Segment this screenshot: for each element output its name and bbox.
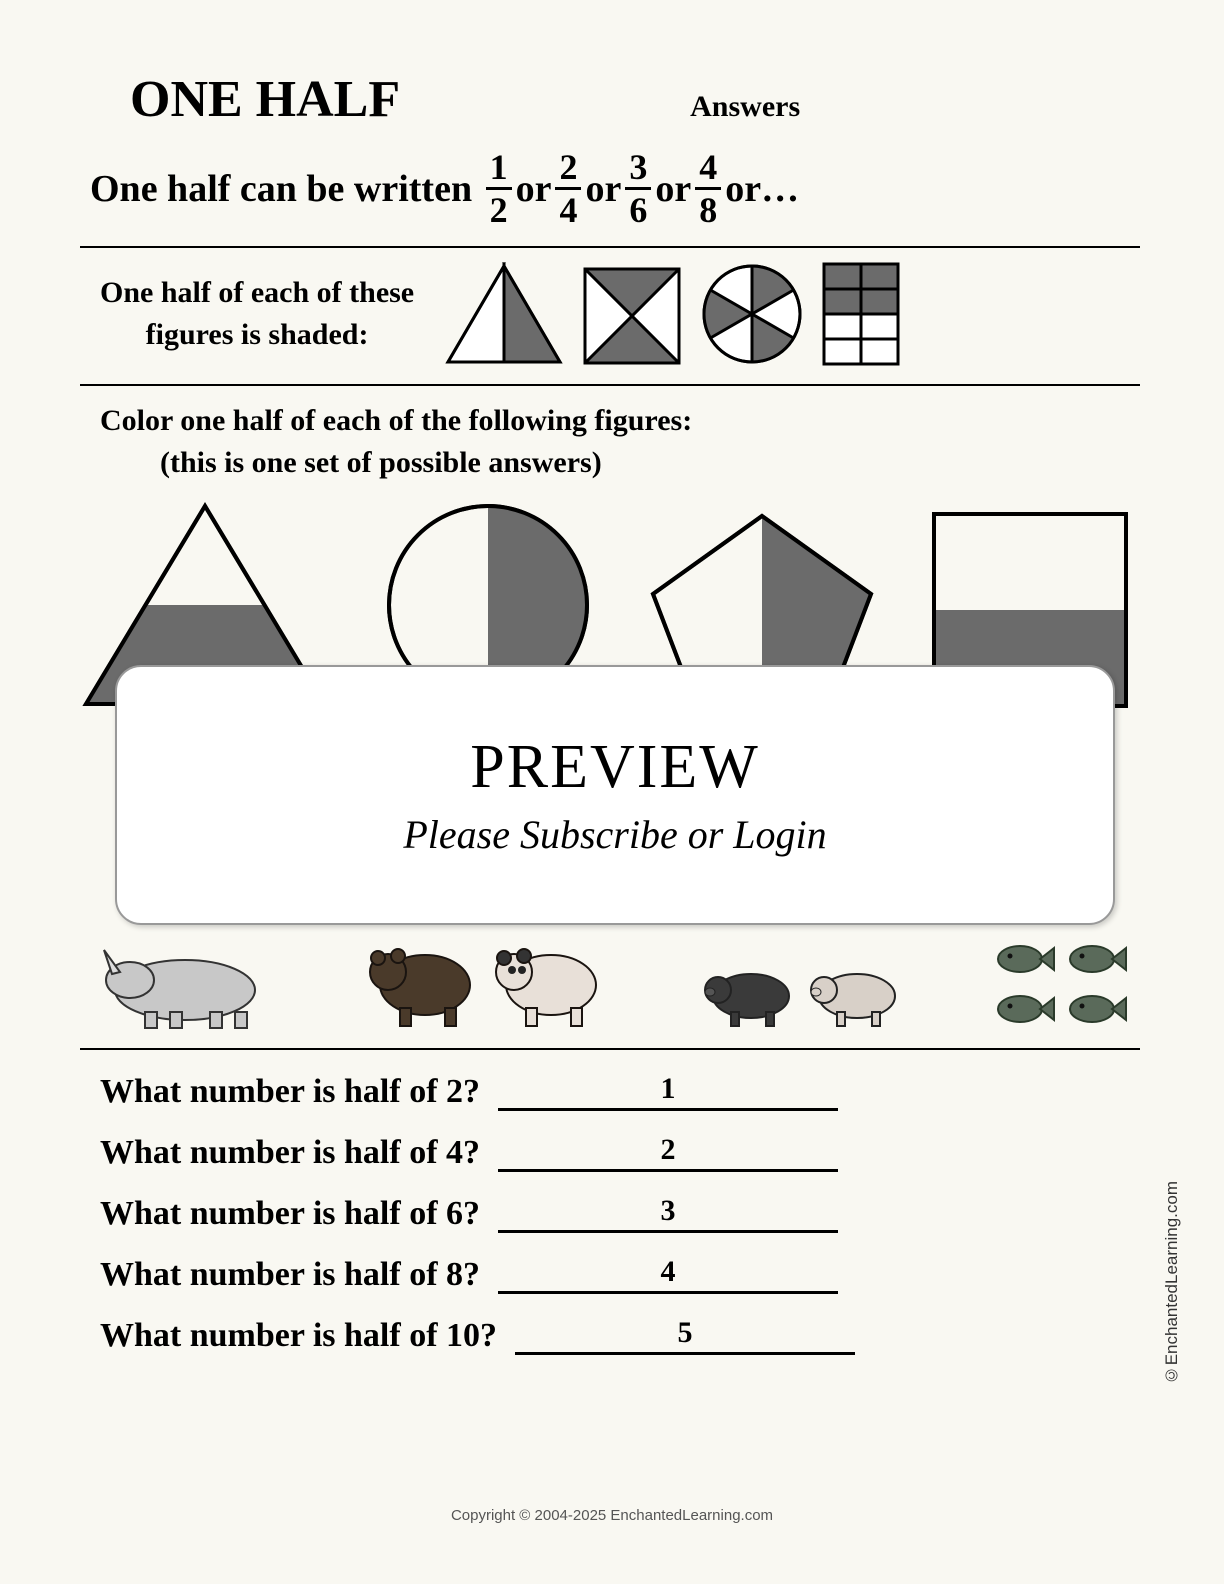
- question-text: What number is half of 10?: [100, 1317, 497, 1355]
- answer-blank: 5: [515, 1316, 855, 1355]
- or-word: or: [585, 167, 621, 211]
- question-text: What number is half of 2?: [100, 1073, 480, 1111]
- square-x-half-shaded-icon: [582, 266, 682, 366]
- rhino-icon: [90, 930, 270, 1030]
- divider: [80, 246, 1140, 248]
- intro-line: One half can be written 12 or 24 or 36 o…: [90, 149, 1140, 228]
- overlay-subtitle: Please Subscribe or Login: [403, 811, 826, 858]
- question-row: What number is half of 8? 4: [100, 1255, 1140, 1294]
- section2-text: One half of each of these figures is sha…: [100, 272, 414, 356]
- question-row: What number is half of 6? 3: [100, 1194, 1140, 1233]
- divider: [80, 384, 1140, 386]
- triangle-half-shaded-icon: [444, 262, 564, 366]
- divider: [80, 1048, 1140, 1050]
- bear-light-icon: [486, 930, 606, 1030]
- copyright-text: Copyright © 2004-2025 EnchantedLearning.…: [0, 1507, 1224, 1524]
- fish-icon: [1064, 938, 1130, 980]
- fraction-1-2: 12: [486, 149, 512, 228]
- fish-icon: [992, 938, 1058, 980]
- intro-suffix: or…: [725, 167, 799, 211]
- question-text: What number is half of 8?: [100, 1256, 480, 1294]
- pig-light-icon: [802, 956, 902, 1030]
- fish-icon: [1064, 988, 1130, 1030]
- answer-blank: 4: [498, 1255, 838, 1294]
- or-word: or: [516, 167, 552, 211]
- pig-dark-icon: [696, 956, 796, 1030]
- page-title: ONE HALF: [130, 70, 400, 129]
- answer-blank: 1: [498, 1072, 838, 1111]
- answer-blank: 2: [498, 1133, 838, 1172]
- section3-text: Color one half of each of the following …: [100, 400, 1140, 484]
- or-word: or: [655, 167, 691, 211]
- fraction-4-8: 48: [695, 149, 721, 228]
- question-row: What number is half of 10? 5: [100, 1316, 1140, 1355]
- fraction-3-6: 36: [625, 149, 651, 228]
- question-row: What number is half of 4? 2: [100, 1133, 1140, 1172]
- grid-half-shaded-icon: [822, 262, 900, 366]
- fish-icon: [992, 988, 1058, 1030]
- intro-prefix: One half can be written: [90, 167, 472, 211]
- bear-dark-icon: [360, 930, 480, 1030]
- answer-blank: 3: [498, 1194, 838, 1233]
- question-text: What number is half of 6?: [100, 1195, 480, 1233]
- side-credit: ©EnchantedLearning.com: [1162, 1181, 1182, 1384]
- fraction-2-4: 24: [555, 149, 581, 228]
- question-text: What number is half of 4?: [100, 1134, 480, 1172]
- question-row: What number is half of 2? 1: [100, 1072, 1140, 1111]
- answers-label: Answers: [690, 90, 800, 124]
- preview-overlay: PREVIEW Please Subscribe or Login: [115, 665, 1115, 925]
- overlay-title: PREVIEW: [470, 732, 760, 803]
- circle-sextant-half-shaded-icon: [700, 262, 804, 366]
